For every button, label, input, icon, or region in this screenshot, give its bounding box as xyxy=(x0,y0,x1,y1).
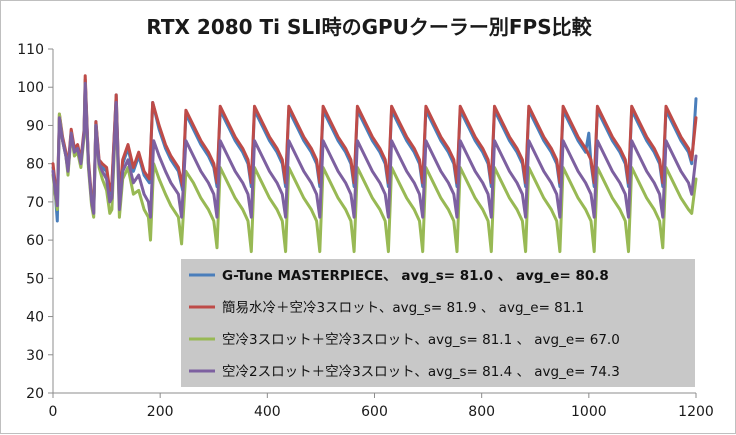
x-tick-label: 1000 xyxy=(571,404,607,420)
legend-label-2: 簡易水冷＋空冷3スロット、avg_s= 81.9 、 avg_e= 81.1 xyxy=(222,300,584,316)
x-tick-label: 200 xyxy=(147,404,174,420)
legend: G-Tune MASTERPIECE、 avg_s= 81.0 、 avg_e=… xyxy=(181,259,695,387)
y-tick-label: 50 xyxy=(26,271,44,287)
y-tick-label: 40 xyxy=(26,310,44,326)
y-tick-label: 110 xyxy=(17,42,44,58)
y-tick-label: 80 xyxy=(26,157,44,173)
y-tick-label: 30 xyxy=(26,348,44,364)
x-tick-label: 600 xyxy=(361,404,388,420)
x-tick-label: 400 xyxy=(254,404,281,420)
chart-title: RTX 2080 Ti SLI時のGPUクーラー別FPS比較 xyxy=(146,15,592,39)
y-tick-label: 90 xyxy=(26,118,44,134)
x-tick-label: 1200 xyxy=(678,404,714,420)
series-line-3 xyxy=(51,81,698,254)
x-tick-label: 800 xyxy=(468,404,495,420)
y-tick-label: 100 xyxy=(17,80,44,96)
y-tick-label: 20 xyxy=(26,386,44,402)
y-tick-label: 60 xyxy=(26,233,44,249)
axes: 20 30 40 50 60 70 80 90 100 110 0 200 400 600 800 1000 1… xyxy=(17,42,714,420)
series-line-4 xyxy=(51,81,698,219)
legend-label-3: 空冷3スロット＋空冷3スロット、avg_s= 81.1 、 avg_e= 67.… xyxy=(222,332,620,348)
legend-background xyxy=(181,259,695,387)
legend-label-4: 空冷2スロット＋空冷3スロット、avg_s= 81.4 、 avg_e= 74.… xyxy=(222,364,620,380)
y-tick-label: 70 xyxy=(26,195,44,211)
series-layer xyxy=(51,74,698,254)
x-tick-label: 0 xyxy=(49,404,58,420)
legend-label-1: G-Tune MASTERPIECE、 avg_s= 81.0 、 avg_e=… xyxy=(222,268,609,284)
